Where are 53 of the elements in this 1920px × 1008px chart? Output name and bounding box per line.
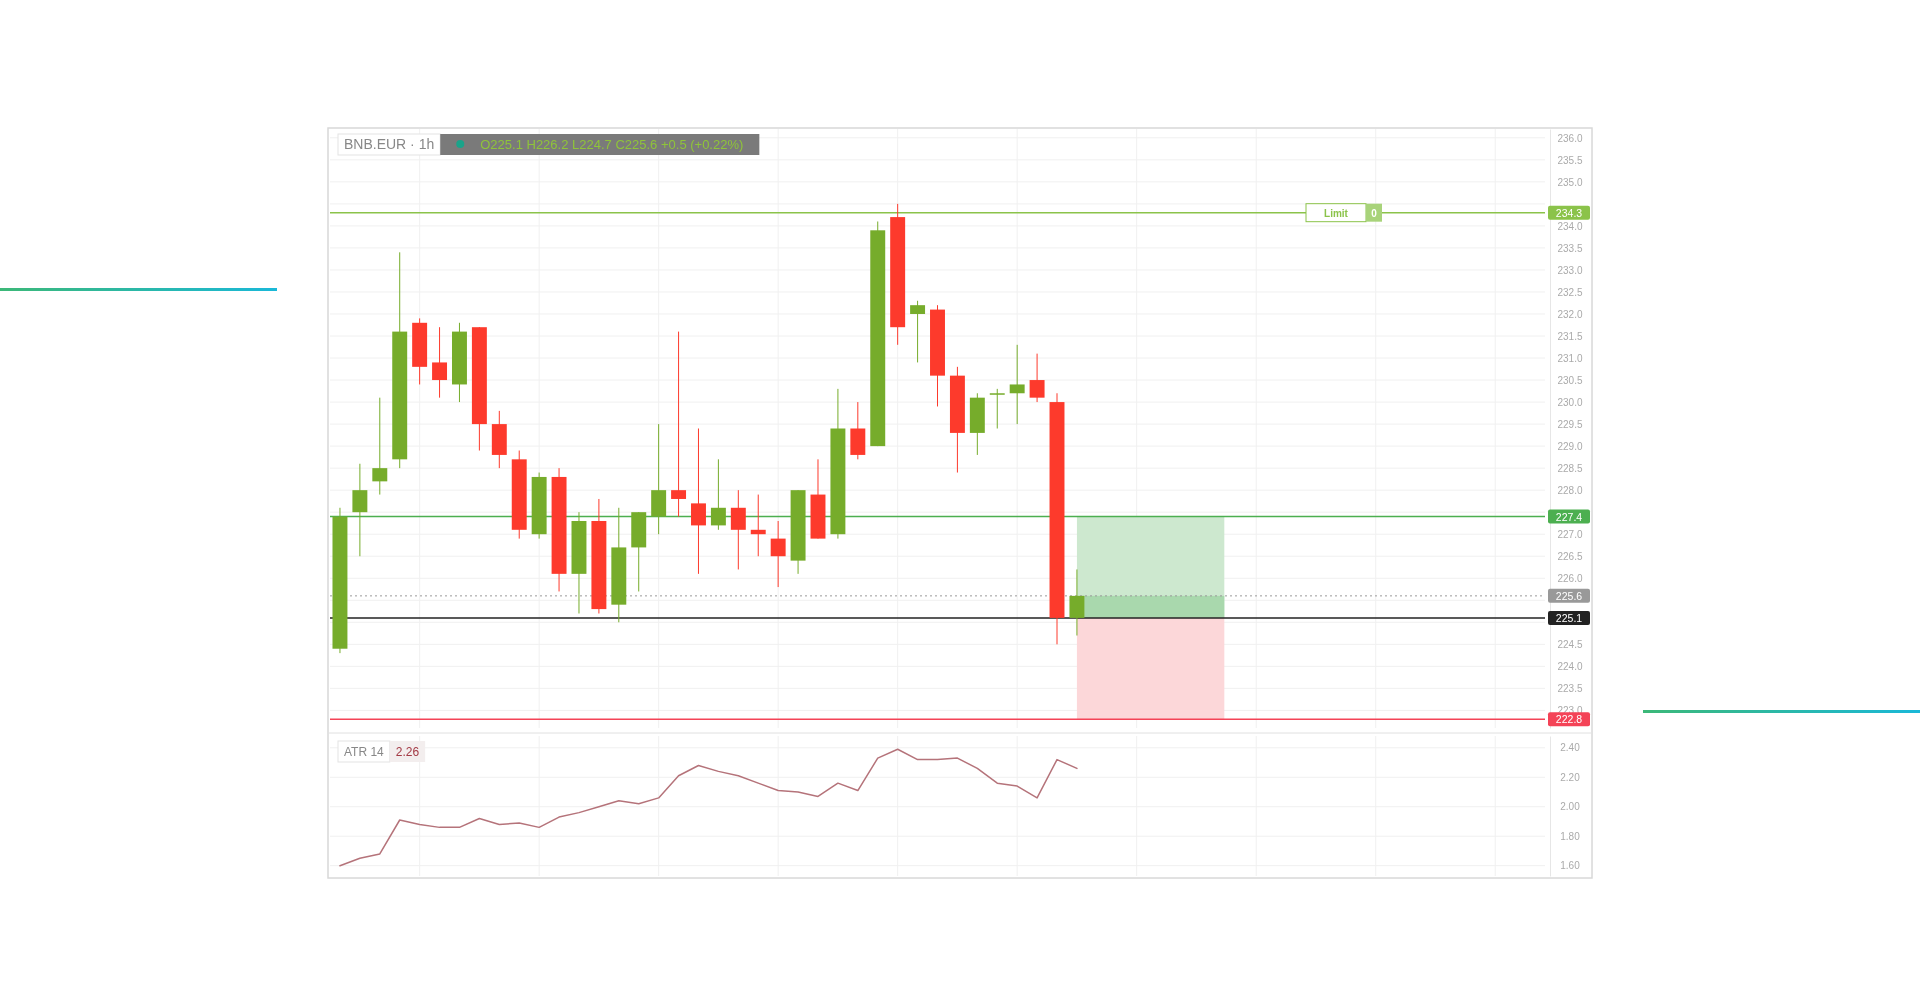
y-tick-label: 224.5 <box>1557 639 1583 651</box>
candlestick <box>770 520 786 588</box>
candlestick <box>1029 353 1045 403</box>
candlestick <box>710 458 726 531</box>
y-tick-label: 228.0 <box>1557 484 1583 496</box>
y-tick-label: 235.0 <box>1557 176 1583 188</box>
quote-panel: O225.1 H226.2 L224.7 C225.6 +0.5 (+0.22%) <box>440 134 760 155</box>
y-tick-label: 230.0 <box>1557 396 1583 408</box>
y-tick-label: 233.5 <box>1557 242 1583 254</box>
candlestick <box>910 300 926 363</box>
annotation: 225.6 <box>1555 589 1583 602</box>
y-tick-label: 236.0 <box>1557 132 1583 144</box>
candlestick <box>750 494 766 557</box>
text: ATR 14 <box>344 745 385 759</box>
y-tick-label: 232.0 <box>1557 308 1583 320</box>
y-tick-label: 229.5 <box>1557 418 1583 430</box>
annotation: 0 <box>1371 207 1378 219</box>
ref-line-label: Limit <box>1324 207 1349 219</box>
y-tick-label: 2.40 <box>1560 742 1581 754</box>
y-tick-label: 230.5 <box>1557 374 1583 386</box>
y-tick-label: 228.5 <box>1557 462 1583 474</box>
candlestick <box>432 326 448 399</box>
candlestick <box>1069 568 1085 637</box>
candlestick <box>352 463 368 557</box>
annotation: 234.3 <box>1555 206 1583 219</box>
candlestick <box>671 331 687 518</box>
y-tick-label: 226.5 <box>1557 550 1583 562</box>
y-tick-label: 235.5 <box>1557 154 1583 166</box>
y-tick-label: 231.0 <box>1557 352 1583 364</box>
annotation: 2.26 <box>395 745 420 759</box>
candlestick <box>372 397 388 496</box>
line-series <box>339 748 1078 867</box>
annotation: 225.1 <box>1555 611 1583 624</box>
text: BNB.EUR · 1h <box>344 136 435 152</box>
y-tick-label: 223.5 <box>1557 683 1583 695</box>
y-tick-label: 224.0 <box>1557 661 1583 673</box>
y-tick-label: 1.60 <box>1560 860 1581 872</box>
candlestick <box>691 428 706 575</box>
candlestick <box>1009 344 1025 425</box>
y-tick-label: 231.5 <box>1557 330 1583 342</box>
y-tick-label: 2.00 <box>1560 801 1581 813</box>
y-tick-label: 226.0 <box>1557 572 1583 584</box>
y-tick-label: 232.5 <box>1557 286 1583 298</box>
annotation: 222.8 <box>1555 713 1583 726</box>
candlestick <box>730 489 746 570</box>
annotation: 227.4 <box>1555 510 1583 523</box>
y-tick-label: 1.80 <box>1560 830 1581 842</box>
y-tick-label: 229.0 <box>1557 440 1583 452</box>
y-tick-label: 234.0 <box>1557 220 1583 232</box>
y-tick-label: 2.20 <box>1560 771 1581 783</box>
y-tick-label: 227.0 <box>1557 528 1583 540</box>
y-tick-label: 233.0 <box>1557 264 1583 276</box>
candlestick <box>989 388 1005 429</box>
